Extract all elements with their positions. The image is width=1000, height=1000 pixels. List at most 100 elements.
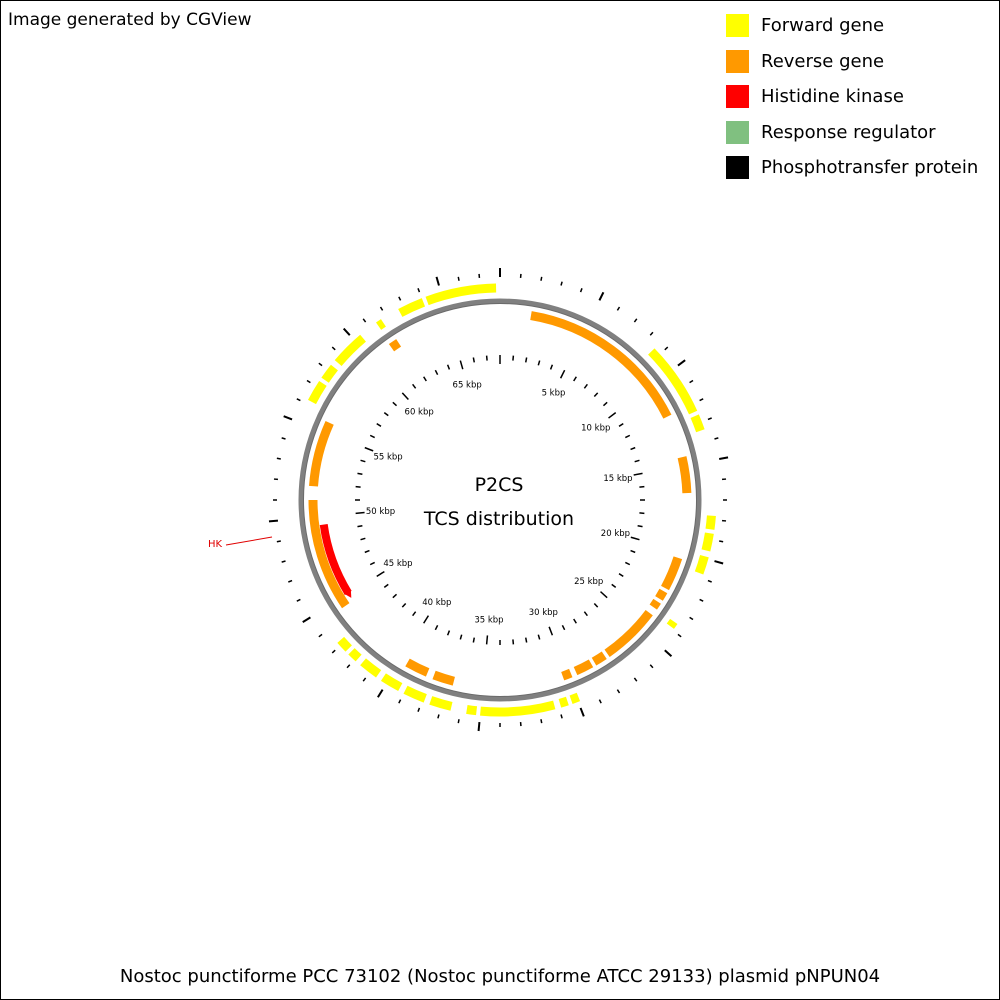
forward-gene — [701, 532, 714, 552]
reverse-gene — [530, 311, 672, 419]
outer-minor-tick — [379, 306, 384, 311]
legend-label-reverse-gene: Reverse gene — [761, 50, 885, 72]
inner-minor-tick — [369, 434, 376, 439]
inner-minor-tick — [583, 611, 588, 617]
outer-minor-tick — [579, 288, 583, 293]
inner-tick-labels: 5 kbp 10 kbp 15 kbp 20 kbp 25 kbp 30 kbp 35 kb… — [366, 381, 633, 626]
legend-label-forward-gene: Forward gene — [761, 15, 885, 37]
tick-label: 15 kbp — [603, 474, 632, 484]
outer-major-tick — [477, 721, 481, 732]
inner-minor-tick — [369, 561, 376, 566]
forward-gene — [348, 648, 362, 662]
hk-callout-line — [225, 536, 273, 546]
outer-major-tick — [435, 276, 440, 286]
tick-label: 25 kbp — [574, 577, 603, 587]
forward-gene — [334, 334, 367, 367]
outer-minor-tick — [677, 633, 682, 638]
outer-minor-tick — [560, 281, 563, 286]
outer-major-tick — [598, 291, 605, 301]
tick-label: 5 kbp — [542, 389, 566, 399]
reverse-gene — [432, 670, 455, 686]
forward-gene — [558, 696, 569, 708]
reverse-gene — [388, 339, 402, 352]
legend-item-response-regulator: Response regulator — [726, 115, 978, 151]
outer-minor-tick — [281, 560, 286, 563]
outer-minor-tick — [707, 417, 712, 421]
map-title-line2: TCS distribution — [423, 508, 574, 530]
credit-text: Image generated by CGView — [8, 10, 252, 30]
forward-gene — [360, 658, 382, 678]
outer-minor-tick — [331, 346, 336, 351]
hk-callout-label: HK — [208, 539, 223, 550]
outer-minor-tick — [699, 598, 704, 602]
outer-minor-tick — [331, 649, 336, 654]
legend-item-reverse-gene: Reverse gene — [726, 44, 978, 80]
inner-minor-tick — [524, 357, 528, 363]
forward-gene — [321, 364, 338, 383]
inner-minor-tick — [446, 630, 451, 636]
inner-minor-tick — [423, 376, 427, 382]
plasmid-backbone — [298, 298, 702, 702]
reverse-gene — [661, 556, 683, 591]
forward-gene — [690, 414, 705, 433]
outer-minor-tick — [276, 540, 281, 543]
legend-swatch-reverse-gene — [726, 49, 749, 73]
inner-minor-tick — [434, 369, 439, 376]
outer-major-tick — [664, 649, 673, 658]
inner-major-tick — [633, 472, 643, 476]
tick-label: 10 kbp — [581, 424, 610, 434]
outer-major-tick — [579, 707, 585, 717]
outer-major-tick — [283, 415, 293, 421]
outer-minor-tick — [540, 719, 543, 724]
tick-label: 20 kbp — [601, 529, 630, 539]
legend-item-forward-gene: Forward gene — [726, 8, 978, 44]
forward-gene — [425, 283, 497, 306]
tick-label: 50 kbp — [366, 507, 395, 517]
forward-gene — [480, 700, 556, 717]
legend-swatch-response-regulator — [726, 120, 749, 144]
legend-label-phosphotransfer-protein: Phosphotransfer protein — [761, 157, 979, 179]
outer-minor-tick — [689, 616, 694, 621]
outer-major-tick — [677, 359, 686, 367]
outer-minor-tick — [714, 437, 719, 440]
inner-minor-tick — [412, 383, 417, 389]
outer-minor-tick — [649, 331, 654, 336]
outer-minor-tick — [417, 288, 421, 293]
inner-minor-tick — [637, 524, 643, 528]
inner-minor-tick — [611, 583, 617, 588]
histidine-kinase-gene — [319, 523, 352, 596]
inner-tick-marks — [355, 355, 645, 645]
forward-gene — [705, 515, 716, 530]
inner-minor-tick — [434, 624, 439, 631]
inner-minor-tick — [392, 401, 398, 407]
outer-minor-tick — [296, 398, 301, 402]
forward-gene — [466, 704, 478, 716]
organism-caption: Nostoc punctiforme PCC 73102 (Nostoc pun… — [119, 966, 881, 987]
outer-major-tick — [377, 689, 384, 698]
tick-label: 35 kbp — [474, 615, 503, 625]
inner-minor-tick — [472, 637, 476, 643]
tick-label: 65 kbp — [453, 381, 482, 391]
reverse-gene — [405, 658, 430, 677]
map-title-line1: P2CS — [475, 474, 524, 496]
legend-swatch-forward-gene — [726, 14, 749, 38]
outer-minor-tick — [633, 318, 638, 323]
outer-minor-tick — [437, 714, 440, 719]
inner-major-tick — [548, 626, 554, 636]
tick-label: 40 kbp — [422, 598, 451, 608]
inner-minor-tick — [630, 446, 636, 451]
inner-minor-tick — [618, 573, 624, 577]
tick-label: 45 kbp — [383, 559, 412, 569]
outer-minor-tick — [362, 318, 367, 323]
outer-major-tick — [268, 519, 279, 523]
outer-minor-tick — [417, 707, 421, 712]
legend-item-phosphotransfer-protein: Phosphotransfer protein — [726, 150, 978, 186]
inner-minor-tick — [602, 401, 608, 407]
inner-minor-tick — [459, 634, 463, 640]
outer-minor-tick — [616, 306, 621, 311]
outer-minor-tick — [288, 579, 293, 583]
outer-minor-tick — [398, 296, 402, 301]
inner-minor-tick — [573, 376, 577, 382]
forward-gene — [569, 692, 581, 704]
inner-minor-tick — [634, 459, 640, 463]
